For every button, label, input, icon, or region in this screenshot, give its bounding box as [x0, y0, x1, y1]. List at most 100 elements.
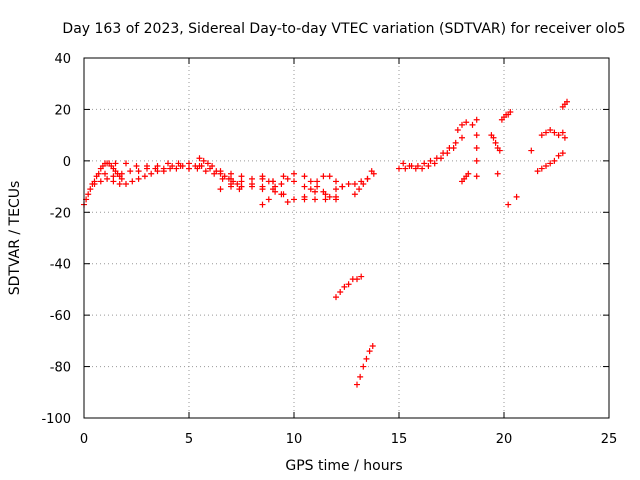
- series-arc-q: [400, 145, 457, 172]
- data-point: [307, 178, 314, 185]
- data-point: [135, 168, 142, 175]
- data-point: [473, 116, 480, 123]
- series-arc-l: [333, 170, 377, 193]
- data-point: [505, 201, 512, 208]
- data-point: [463, 119, 470, 126]
- data-point: [110, 173, 117, 180]
- series-arc-v: [498, 109, 514, 123]
- data-point: [102, 170, 108, 177]
- data-point: [528, 147, 535, 154]
- series-arc-x: [534, 150, 566, 175]
- series-arc-t: [473, 132, 480, 180]
- data-point: [186, 160, 192, 167]
- x-tick-label: 20: [496, 432, 513, 447]
- series-arc-m: [351, 168, 375, 198]
- data-point: [173, 165, 180, 172]
- x-axis-label: GPS time / hours: [285, 458, 402, 474]
- data-point: [555, 152, 562, 159]
- data-point: [425, 163, 432, 169]
- data-point: [551, 157, 558, 164]
- data-point: [473, 157, 480, 164]
- data-point: [421, 160, 428, 167]
- series-arc-o: [354, 343, 376, 388]
- data-point: [301, 173, 308, 180]
- data-point: [217, 186, 224, 193]
- data-point: [360, 181, 367, 187]
- series-arc-n: [333, 273, 365, 301]
- data-point: [249, 181, 255, 187]
- data-point: [278, 181, 285, 187]
- data-point: [561, 134, 568, 141]
- data-point: [160, 165, 167, 172]
- data-point: [118, 170, 125, 177]
- y-tick-label: 40: [54, 52, 71, 67]
- data-point: [91, 181, 98, 187]
- data-point: [459, 134, 465, 141]
- data-point: [259, 173, 266, 180]
- data-point: [221, 173, 228, 180]
- axis-ticks: 0 5 10 15 20 25 40 20 0 -20 -40 -60 -80 -100: [41, 52, 617, 447]
- data-point: [333, 196, 339, 203]
- data-point: [265, 196, 272, 203]
- series-arc-y: [538, 127, 568, 141]
- data-point: [402, 165, 409, 172]
- data-point: [301, 193, 308, 200]
- data-point: [85, 191, 92, 198]
- data-point: [496, 147, 503, 154]
- data-point: [186, 165, 192, 172]
- data-point: [272, 188, 279, 195]
- data-point: [326, 193, 333, 200]
- data-point: [322, 196, 329, 203]
- data-point: [333, 186, 339, 193]
- data-point: [204, 160, 211, 167]
- data-point: [154, 163, 161, 169]
- data-point: [538, 165, 545, 172]
- data-point: [345, 181, 352, 187]
- data-point: [228, 175, 234, 182]
- data-point: [133, 163, 140, 169]
- data-point: [333, 294, 339, 301]
- data-point: [559, 150, 566, 157]
- data-point: [369, 343, 376, 349]
- series-arc-r: [454, 116, 480, 133]
- y-tick-label: 20: [54, 103, 71, 118]
- data-point: [490, 134, 497, 141]
- data-point: [320, 173, 327, 180]
- data-point: [228, 183, 234, 190]
- data-point: [450, 145, 457, 151]
- data-point: [438, 155, 444, 162]
- data-point: [238, 173, 245, 180]
- data-point: [538, 132, 545, 139]
- data-point: [123, 181, 129, 187]
- data-point: [217, 170, 224, 177]
- data-point: [354, 381, 360, 388]
- x-tick-label: 15: [391, 432, 408, 447]
- data-point: [291, 170, 297, 177]
- series-arc-s: [459, 170, 472, 185]
- data-point: [238, 183, 245, 190]
- data-point: [400, 160, 407, 167]
- data-point: [351, 191, 358, 198]
- data-point: [213, 168, 220, 175]
- series-arc-i: [259, 173, 291, 205]
- x-tick-label: 5: [185, 432, 193, 447]
- x-tick-label: 25: [601, 432, 618, 447]
- data-point: [507, 109, 514, 115]
- data-point: [123, 160, 129, 167]
- data-point: [469, 121, 476, 128]
- data-point: [320, 188, 327, 195]
- data-point: [513, 193, 520, 200]
- data-point: [473, 173, 480, 180]
- data-point: [314, 178, 321, 185]
- data-point: [465, 170, 472, 177]
- data-point: [118, 175, 125, 182]
- data-point: [265, 178, 272, 185]
- data-point: [412, 165, 419, 172]
- data-point: [337, 289, 344, 295]
- data-point: [127, 168, 134, 175]
- data-point: [97, 178, 104, 185]
- data-point: [95, 170, 102, 177]
- data-point: [354, 276, 360, 283]
- data-point: [366, 348, 373, 355]
- data-point: [272, 183, 279, 190]
